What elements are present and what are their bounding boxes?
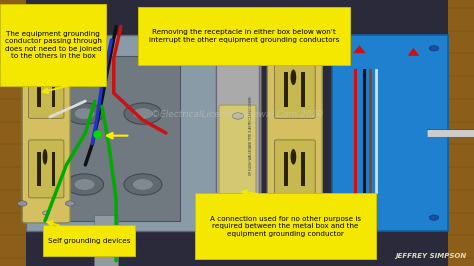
FancyBboxPatch shape (43, 225, 135, 256)
FancyBboxPatch shape (219, 105, 256, 209)
FancyBboxPatch shape (28, 60, 64, 118)
Polygon shape (110, 237, 122, 251)
Circle shape (261, 57, 270, 62)
Text: Self grounding devices: Self grounding devices (47, 238, 130, 244)
Text: A connection used for no other purpose is
required between the metal box and the: A connection used for no other purpose i… (210, 216, 361, 236)
Circle shape (43, 211, 50, 215)
Circle shape (232, 52, 244, 58)
Bar (216, 27, 261, 245)
Circle shape (74, 179, 95, 190)
Text: OP FLUSH WALLBOARD TYPE X ASTM C1396/C1396M: OP FLUSH WALLBOARD TYPE X ASTM C1396/C13… (249, 96, 253, 175)
Text: Removing the receptacle in either box below won’t
interrupt the other equipment : Removing the receptacle in either box be… (149, 29, 339, 43)
Text: JEFFREY SIMPSON: JEFFREY SIMPSON (396, 253, 467, 259)
Polygon shape (353, 45, 366, 53)
Bar (52, 152, 55, 186)
Circle shape (429, 46, 439, 51)
FancyBboxPatch shape (274, 140, 315, 198)
Circle shape (74, 108, 95, 119)
Ellipse shape (291, 149, 296, 165)
FancyBboxPatch shape (267, 46, 322, 223)
FancyBboxPatch shape (28, 140, 64, 198)
Circle shape (133, 179, 154, 190)
Bar (37, 72, 41, 107)
Circle shape (341, 215, 350, 220)
Bar (94, 215, 118, 266)
Bar (332, 35, 448, 231)
Ellipse shape (43, 69, 47, 85)
Circle shape (261, 206, 270, 211)
Bar (284, 152, 288, 186)
FancyBboxPatch shape (0, 4, 106, 86)
Circle shape (65, 174, 103, 195)
FancyBboxPatch shape (274, 60, 315, 118)
Bar (52, 72, 55, 107)
Bar (284, 72, 288, 107)
Circle shape (133, 108, 154, 119)
Circle shape (341, 46, 350, 51)
Circle shape (320, 206, 328, 211)
Ellipse shape (291, 69, 296, 85)
FancyBboxPatch shape (217, 36, 259, 235)
FancyBboxPatch shape (138, 7, 350, 65)
FancyBboxPatch shape (22, 46, 70, 223)
Circle shape (43, 54, 50, 58)
Text: The equipment grounding
conductor passing through
does not need to be joined
to : The equipment grounding conductor passin… (5, 31, 102, 60)
Bar (268, 35, 322, 231)
Text: ©ElectricalLicenseRenewal.Com 2020: ©ElectricalLicenseRenewal.Com 2020 (151, 110, 323, 119)
Circle shape (231, 219, 245, 226)
Circle shape (232, 113, 244, 119)
Circle shape (18, 63, 27, 68)
Circle shape (320, 57, 328, 62)
Bar (0, 0, 26, 266)
Circle shape (65, 103, 103, 124)
Bar (26, 35, 216, 231)
Circle shape (124, 174, 162, 195)
Bar (37, 152, 41, 186)
Bar (301, 72, 305, 107)
Ellipse shape (43, 149, 47, 165)
Circle shape (291, 53, 299, 58)
Bar (47, 56, 180, 221)
Circle shape (124, 103, 162, 124)
FancyBboxPatch shape (195, 193, 376, 259)
Polygon shape (408, 48, 419, 56)
Bar (448, 0, 474, 266)
Circle shape (429, 215, 439, 220)
Bar (301, 152, 305, 186)
Circle shape (232, 213, 244, 219)
Circle shape (65, 63, 75, 68)
Circle shape (291, 211, 299, 215)
Circle shape (18, 201, 27, 206)
Circle shape (65, 201, 75, 206)
